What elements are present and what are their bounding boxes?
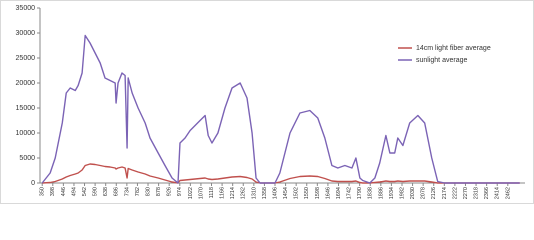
x-tick-label: 974: [177, 187, 183, 196]
x-tick-label: 1646: [325, 187, 331, 199]
x-tick-label: 590: [93, 187, 99, 196]
y-tick-label: 0: [31, 180, 35, 187]
x-tick-label: 2030: [410, 187, 416, 199]
frame: [0, 0, 534, 204]
x-tick-label: 830: [145, 187, 151, 196]
x-tick-label: 2126: [431, 187, 437, 199]
x-tick-label: 1694: [336, 187, 342, 199]
x-tick-label: 1598: [315, 187, 321, 199]
x-tick-label: 2318: [474, 187, 480, 199]
x-tick-label: 446: [61, 187, 67, 196]
x-tick-label: 1550: [304, 187, 310, 199]
x-tick-label: 638: [103, 187, 109, 196]
x-tick-label: 1454: [283, 187, 289, 199]
y-tick-label: 5000: [19, 155, 35, 162]
x-tick-label: 878: [156, 187, 162, 196]
x-tick-label: 1790: [357, 187, 363, 199]
x-tick-label: 1358: [262, 187, 268, 199]
x-tick-label: 1742: [347, 187, 353, 199]
x-tick-label: 2462: [505, 187, 511, 199]
x-tick-label: 1166: [220, 187, 226, 199]
x-tick-label: 1118: [209, 187, 215, 198]
y-tick-label: 35000: [16, 5, 36, 12]
x-tick-label: 2414: [495, 187, 501, 199]
x-tick-label: 1262: [241, 187, 247, 199]
x-tick-label: 686: [114, 187, 120, 196]
x-tick-label: 2078: [421, 187, 427, 199]
x-tick-label: 1886: [378, 187, 384, 199]
x-tick-label: 1982: [399, 187, 405, 199]
x-tick-label: 494: [71, 187, 77, 196]
series-line: [41, 34, 520, 184]
x-tick-label: 1022: [188, 187, 194, 199]
x-tick-label: 1310: [251, 187, 257, 199]
series-line: [42, 163, 520, 184]
y-tick-label: 15000: [16, 105, 36, 112]
x-tick-label: 1838: [368, 187, 374, 199]
x-tick-label: 2174: [442, 187, 448, 199]
chart: 0 5000 10000 15000 20000 25000 30000 35000 350 39…: [0, 0, 534, 204]
x-tick-label: 2270: [463, 187, 469, 199]
y-tick-label: 20000: [16, 80, 36, 87]
y-tick-label: 10000: [16, 130, 36, 137]
legend-label: sunlight average: [416, 57, 467, 64]
x-tick-label: 1502: [294, 187, 300, 199]
x-tick-label: 398: [50, 187, 56, 196]
x-tick-label: 734: [124, 187, 130, 196]
y-tick-label: 30000: [16, 30, 36, 37]
x-tick-label: 1406: [272, 187, 278, 199]
x-tick-label: 1214: [230, 187, 236, 199]
x-tick-label: 1934: [389, 187, 395, 199]
x-tick-label: 782: [135, 187, 141, 196]
page: 0 5000 10000 15000 20000 25000 30000 35000 350 39…: [0, 0, 534, 204]
x-tick-label: 542: [82, 187, 88, 196]
x-tick-label: 2222: [452, 187, 458, 199]
x-tick-label: 1070: [198, 187, 204, 199]
x-tick-label: 2366: [484, 187, 490, 199]
x-tick-label: 926: [167, 187, 173, 196]
y-tick-label: 25000: [16, 55, 36, 62]
legend-label: 14cm light fiber average: [416, 45, 491, 52]
x-tick-label: 350: [40, 187, 46, 196]
